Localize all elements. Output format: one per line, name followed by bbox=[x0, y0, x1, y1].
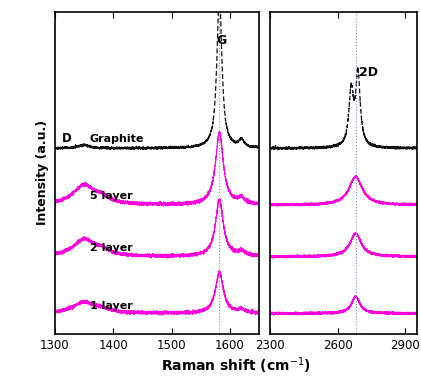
Y-axis label: Intensity (a.u.): Intensity (a.u.) bbox=[36, 120, 49, 225]
Text: D: D bbox=[62, 132, 72, 145]
Text: 2 layer: 2 layer bbox=[90, 243, 133, 253]
Text: 5 layer: 5 layer bbox=[90, 191, 132, 201]
Text: 2D: 2D bbox=[359, 66, 378, 79]
Text: Graphite: Graphite bbox=[90, 134, 144, 144]
Text: G: G bbox=[216, 34, 226, 47]
Text: Raman shift (cm$^{-1}$): Raman shift (cm$^{-1}$) bbox=[161, 356, 311, 376]
Text: 1 layer: 1 layer bbox=[90, 301, 133, 311]
